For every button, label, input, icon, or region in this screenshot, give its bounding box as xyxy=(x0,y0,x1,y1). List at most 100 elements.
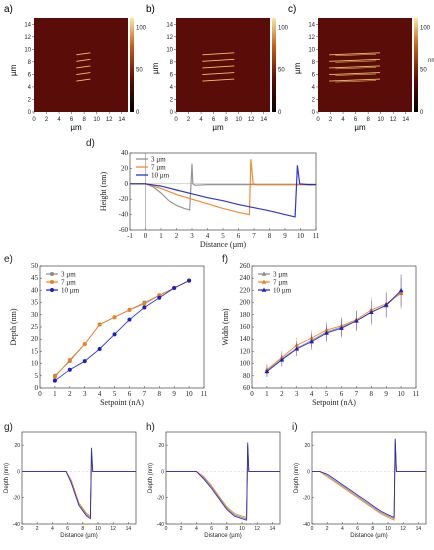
data-point xyxy=(339,325,344,330)
colorbar-tick-label: 0 xyxy=(420,110,424,116)
data-point xyxy=(52,378,57,383)
afm-ytick-label: 12 xyxy=(166,35,173,41)
afm-xtick-label: 12 xyxy=(390,117,397,123)
x-tick-label: 5 xyxy=(325,390,329,398)
x-tick-label: 6 xyxy=(210,526,213,532)
x-axis-label: Distance (µm) xyxy=(200,240,246,249)
series-line-0 xyxy=(22,451,136,519)
series-line-0 xyxy=(166,445,280,520)
x-tick-label: 10 xyxy=(297,232,305,240)
afm-xtick-label: 10 xyxy=(235,117,242,123)
panel-label-d: d) xyxy=(86,138,95,149)
afm-xtick-label: 4 xyxy=(57,117,61,123)
x-tick-label: 1 xyxy=(265,390,269,398)
afm-ytick-label: 8 xyxy=(28,60,32,66)
series-line-2 xyxy=(166,442,280,521)
x-tick-label: 3 xyxy=(190,232,194,240)
x-tick-label: 8 xyxy=(371,526,374,532)
y-tick-label: 80 xyxy=(243,372,251,380)
x-tick-label: 10 xyxy=(239,526,245,532)
chart-h: h) 0 2 4 6 8 10 12 14 -40 -20 0 20 Distance (µm) Depth… xyxy=(146,422,281,539)
data-point xyxy=(324,330,329,335)
x-tick-label: 5 xyxy=(221,232,225,240)
y-axis-label: Depth (nm) xyxy=(148,463,154,493)
x-tick-label: 2 xyxy=(175,232,179,240)
panel-label-a: a) xyxy=(4,4,13,15)
afm-ytick-label: 12 xyxy=(308,35,315,41)
afm-scratch-line xyxy=(329,72,381,75)
afm-scratch-line xyxy=(202,58,235,62)
data-point xyxy=(67,357,72,362)
afm-scratch-line xyxy=(76,52,91,56)
legend-marker xyxy=(50,272,54,276)
y-axis-label: Depth (nm) xyxy=(294,463,300,493)
afm-image-c xyxy=(318,18,412,112)
series-line-0 xyxy=(266,291,402,372)
afm-ytick-label: 2 xyxy=(312,97,316,103)
series-line-2 xyxy=(312,438,426,519)
panel-label-f: f) xyxy=(222,254,228,265)
data-point xyxy=(67,367,72,372)
afm-scratch-line xyxy=(202,72,235,75)
data-point xyxy=(157,295,162,300)
y-tick-label: 200 xyxy=(240,299,251,307)
series-line-0 xyxy=(54,280,190,377)
afm-scratch-line xyxy=(329,58,381,62)
afm-ytick-label: 6 xyxy=(312,72,316,78)
y-tick-label: 20 xyxy=(121,164,129,172)
afm-scratch-line xyxy=(329,78,381,82)
afm-image-b xyxy=(176,18,270,112)
data-point xyxy=(127,307,132,312)
y-tick-label: 50 xyxy=(31,262,39,270)
legend-label: 7 µm xyxy=(151,164,166,172)
afm-xtick-label: 2 xyxy=(187,117,191,123)
data-point xyxy=(82,342,87,347)
y-tick-label: 15 xyxy=(31,347,39,355)
legend-label: 10 µm xyxy=(151,172,170,180)
afm-ylabel-c: µm xyxy=(293,62,302,74)
x-tick-label: 9 xyxy=(172,390,176,398)
y-tick-label: 220 xyxy=(240,286,251,294)
x-tick-label: 7 xyxy=(355,390,359,398)
series-line-2 xyxy=(266,290,402,372)
plot-frame xyxy=(165,431,281,525)
legend-label: 3 µm xyxy=(273,271,288,279)
chart-d: d) -1 0 1 2 3 4 5 6 7 8 9 10 11 -60 -40 -20 0 20 40 Distance… xyxy=(86,138,320,249)
x-tick-label: 4 xyxy=(98,390,102,398)
data-point xyxy=(97,346,102,351)
series-line-1 xyxy=(266,293,402,371)
x-tick-label: 3 xyxy=(83,390,87,398)
panel-b: b) 0 2 4 6 8 10 12 14 0 2 4 6 8 10 12 14 µm µm 0 50 100 xyxy=(146,4,289,132)
legend-label: 10 µm xyxy=(61,287,80,295)
panel-label-c: c) xyxy=(288,4,296,15)
x-tick-label: 12 xyxy=(110,526,116,532)
afm-scratch-line xyxy=(202,78,235,82)
y-tick-label: 60 xyxy=(243,384,251,392)
data-point xyxy=(112,332,117,337)
afm-xtick-label: 8 xyxy=(224,117,228,123)
plot-frame xyxy=(21,431,137,525)
x-tick-label: 0 xyxy=(250,390,254,398)
afm-ytick-label: 0 xyxy=(312,110,316,116)
y-tick-label: 180 xyxy=(240,311,251,319)
colorbar-tick-label: 50 xyxy=(136,68,143,74)
afm-ytick-label: 10 xyxy=(166,47,173,53)
x-tick-label: 6 xyxy=(356,526,359,532)
colorbar-tick-label: 50 xyxy=(278,68,285,74)
x-tick-label: 14 xyxy=(416,526,422,532)
colorbar-tick-label: 50 xyxy=(420,68,427,74)
afm-xtick-label: 8 xyxy=(366,117,370,123)
afm-xtick-label: 6 xyxy=(212,117,216,123)
colorbar-tick-label: 0 xyxy=(136,110,140,116)
afm-xtick-label: 12 xyxy=(106,117,113,123)
afm-xtick-label: 2 xyxy=(329,117,333,123)
legend-label: 3 µm xyxy=(61,271,76,279)
panel-label-h: h) xyxy=(146,422,155,433)
y-tick-label: -40 xyxy=(303,522,310,528)
data-point xyxy=(383,302,389,307)
x-tick-label: 10 xyxy=(385,526,391,532)
afm-ytick-label: 6 xyxy=(28,72,32,78)
series-line-0 xyxy=(130,163,316,211)
x-tick-label: 0 xyxy=(311,526,314,532)
x-tick-label: 0 xyxy=(21,526,24,532)
